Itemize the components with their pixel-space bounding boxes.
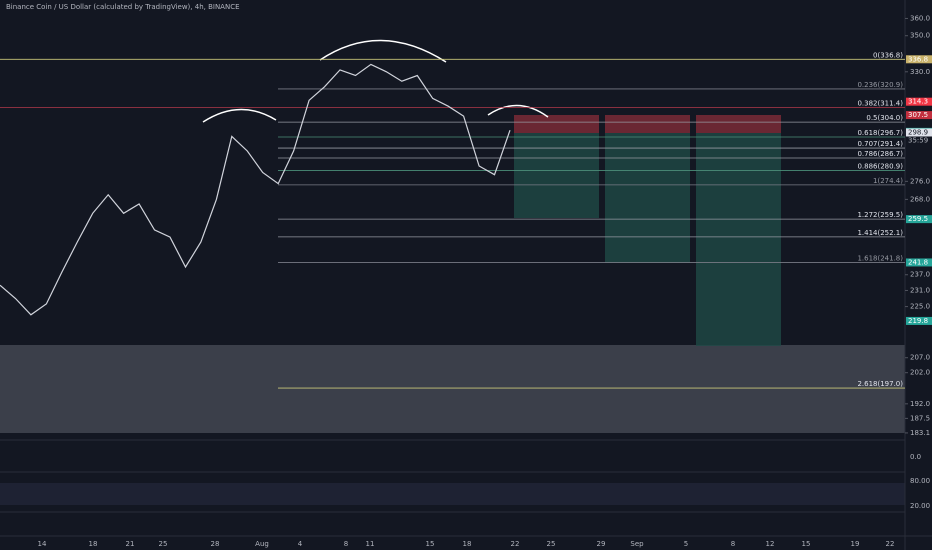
x-tick-label: 4 — [298, 540, 303, 548]
x-tick-label: 25 — [547, 540, 556, 548]
x-tick-label: Sep — [630, 540, 644, 548]
countdown: 35:59 — [908, 136, 928, 144]
price-tag — [906, 55, 932, 64]
price-tag — [906, 258, 932, 267]
x-tick-label: 21 — [126, 540, 135, 548]
target-zone — [514, 133, 599, 218]
shoulder-arc — [487, 104, 549, 118]
fib-label: 0.886(280.9) — [857, 163, 903, 171]
price-tag-label: 307.5 — [908, 111, 928, 119]
chart-title: Binance Coin / US Dollar (calculated by … — [6, 3, 240, 11]
price-tag-label: 298.9 — [908, 128, 928, 136]
price-tag — [906, 111, 932, 120]
x-tick-label: 28 — [211, 540, 220, 548]
fib-label: 1(274.4) — [873, 177, 903, 185]
stop-zone — [696, 115, 781, 133]
x-tick-label: 5 — [684, 540, 688, 548]
fib-label: 0.618(296.7) — [857, 129, 903, 137]
fib-label: 0.5(304.0) — [866, 114, 903, 122]
x-tick-label: 14 — [38, 540, 47, 548]
price-tag-label: 219.8 — [908, 317, 928, 325]
zone — [0, 345, 905, 433]
rsi-band — [0, 483, 905, 505]
y-tick-label: 192.0 — [910, 400, 930, 408]
price-tag — [906, 215, 932, 224]
x-tick-label: 18 — [89, 540, 98, 548]
fib-label: 0.707(291.4) — [857, 140, 903, 148]
x-tick-label: 12 — [766, 540, 775, 548]
price-tag-label: 259.5 — [908, 215, 928, 223]
fib-label: 0(336.8) — [873, 51, 903, 59]
indicator-tick-label: 80.00 — [910, 477, 930, 485]
target-zone — [696, 133, 781, 346]
x-tick-label: 25 — [159, 540, 168, 548]
y-tick-label: 268.0 — [910, 195, 930, 203]
x-tick-label: Aug — [255, 540, 269, 548]
stop-zone — [605, 115, 690, 133]
x-tick-label: 8 — [344, 540, 348, 548]
y-tick-label: 202.0 — [910, 369, 930, 377]
y-tick-label: 225.0 — [910, 303, 930, 311]
x-tick-label: 29 — [597, 540, 606, 548]
fib-label: 0.382(311.4) — [857, 99, 903, 107]
price-line — [0, 63, 511, 316]
price-tag-label: 336.8 — [908, 55, 928, 63]
x-tick-label: 11 — [366, 540, 375, 548]
price-tag — [906, 97, 932, 106]
fib-label: 1.618(241.8) — [857, 254, 903, 262]
stop-zone — [514, 115, 599, 133]
price-tag-label: 314.3 — [908, 98, 928, 106]
head-arc — [319, 39, 447, 63]
y-tick-label: 360.0 — [910, 14, 930, 22]
indicator-tick-label: 0.0 — [910, 453, 921, 461]
fib-label: 0.786(286.7) — [857, 150, 903, 158]
shoulder-arc — [202, 108, 277, 123]
y-tick-label: 237.0 — [910, 271, 930, 279]
fib-label: 1.272(259.5) — [857, 211, 903, 219]
price-tag — [906, 316, 932, 325]
x-tick-label: 22 — [511, 540, 520, 548]
y-tick-label: 183.1 — [910, 429, 930, 437]
x-tick-label: 15 — [802, 540, 811, 548]
price-tag-label: 241.8 — [908, 258, 928, 266]
y-tick-label: 207.0 — [910, 354, 930, 362]
target-zone — [605, 133, 690, 263]
x-tick-label: 22 — [886, 540, 895, 548]
x-tick-label: 19 — [851, 540, 860, 548]
indicator-tick-label: 20.00 — [910, 502, 930, 510]
y-tick-label: 276.0 — [910, 177, 930, 185]
fib-label: 1.414(252.1) — [857, 229, 903, 237]
y-tick-label: 350.0 — [910, 32, 930, 40]
fib-label: 2.618(197.0) — [857, 380, 903, 388]
y-tick-label: 187.5 — [910, 414, 930, 422]
y-tick-label: 231.0 — [910, 286, 930, 294]
x-tick-label: 8 — [731, 540, 735, 548]
y-tick-label: 330.0 — [910, 68, 930, 76]
x-tick-label: 18 — [463, 540, 472, 548]
price-tag — [906, 128, 932, 137]
fib-label: 0.236(320.9) — [857, 81, 903, 89]
x-tick-label: 15 — [426, 540, 435, 548]
